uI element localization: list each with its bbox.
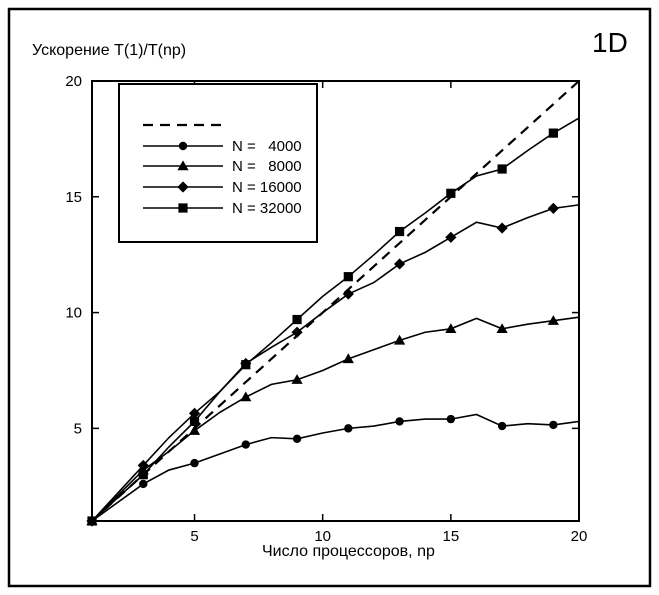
data-point: [291, 374, 303, 384]
x-tick-label: 5: [190, 528, 198, 545]
data-point: [137, 459, 149, 472]
data-point: [547, 202, 559, 214]
legend-entry-2: N = 8000: [143, 158, 302, 175]
data-point: [549, 420, 558, 430]
data-point: [188, 407, 201, 419]
data-point: [497, 164, 507, 174]
outer-frame: [7, 7, 652, 588]
legend: N = 4000 N = 8000 N = 16000 N = 32000: [143, 123, 302, 217]
legend-entry-4: N = 32000: [143, 200, 302, 217]
data-point: [190, 458, 199, 468]
x-tick-label: 10: [314, 528, 331, 545]
legend-marker: [177, 160, 189, 171]
data-point: [241, 360, 251, 370]
series-layer: [86, 80, 580, 527]
data-point: [291, 326, 303, 338]
series-2: [86, 315, 580, 526]
series-line: [91, 316, 580, 522]
data-point: [393, 258, 406, 270]
legend-label: N = 8000: [232, 158, 302, 175]
y-tick-label: 5: [74, 420, 82, 437]
data-point: [446, 188, 456, 198]
y-tick-label: 20: [65, 73, 82, 90]
data-point: [342, 288, 354, 300]
data-point: [497, 421, 507, 431]
legend-marker: [178, 203, 188, 213]
panel-label: 1D: [592, 27, 628, 58]
data-point: [240, 391, 252, 402]
x-tick-label: 20: [571, 528, 588, 545]
series-1: [87, 413, 580, 526]
data-point: [188, 425, 201, 435]
legend-box: [118, 83, 318, 243]
data-point: [446, 414, 456, 424]
y-axis-title: Ускорение T(1)/T(np): [32, 42, 186, 59]
series-3: [86, 202, 580, 527]
data-point: [445, 323, 457, 333]
legend-entry-1: N = 4000: [143, 138, 302, 155]
data-point: [241, 440, 250, 449]
data-point: [342, 353, 354, 364]
data-point: [139, 479, 148, 489]
plot-area-frame: [91, 80, 580, 522]
data-point: [343, 272, 353, 282]
y-tick-label: 15: [65, 189, 82, 206]
legend-entry-3: N = 16000: [143, 179, 302, 196]
data-point: [496, 323, 508, 333]
legend-marker: [177, 181, 189, 193]
legend-marker: [178, 141, 188, 151]
data-point: [138, 470, 148, 480]
data-point: [189, 416, 200, 427]
axis-ticks: 5 10 15 20 5 10 15 20: [65, 73, 587, 545]
data-point: [87, 516, 97, 526]
series-line: [91, 413, 580, 522]
data-point: [394, 226, 405, 237]
data-point: [395, 417, 404, 426]
legend-label: N = 16000: [232, 179, 302, 196]
series-line: [91, 204, 580, 522]
data-point: [344, 424, 353, 433]
data-point: [548, 128, 558, 138]
x-tick-label: 15: [442, 528, 459, 545]
data-point: [496, 222, 508, 234]
data-point: [547, 315, 559, 325]
series-4: [87, 117, 580, 526]
y-tick-label: 10: [65, 305, 82, 322]
data-point: [292, 434, 302, 443]
x-axis-title: Число процессоров, np: [262, 543, 435, 560]
legend-label: N = 32000: [232, 200, 302, 217]
legend-label: N = 4000: [232, 138, 302, 155]
data-point: [292, 314, 302, 325]
data-point: [393, 334, 406, 345]
data-point: [445, 231, 457, 243]
